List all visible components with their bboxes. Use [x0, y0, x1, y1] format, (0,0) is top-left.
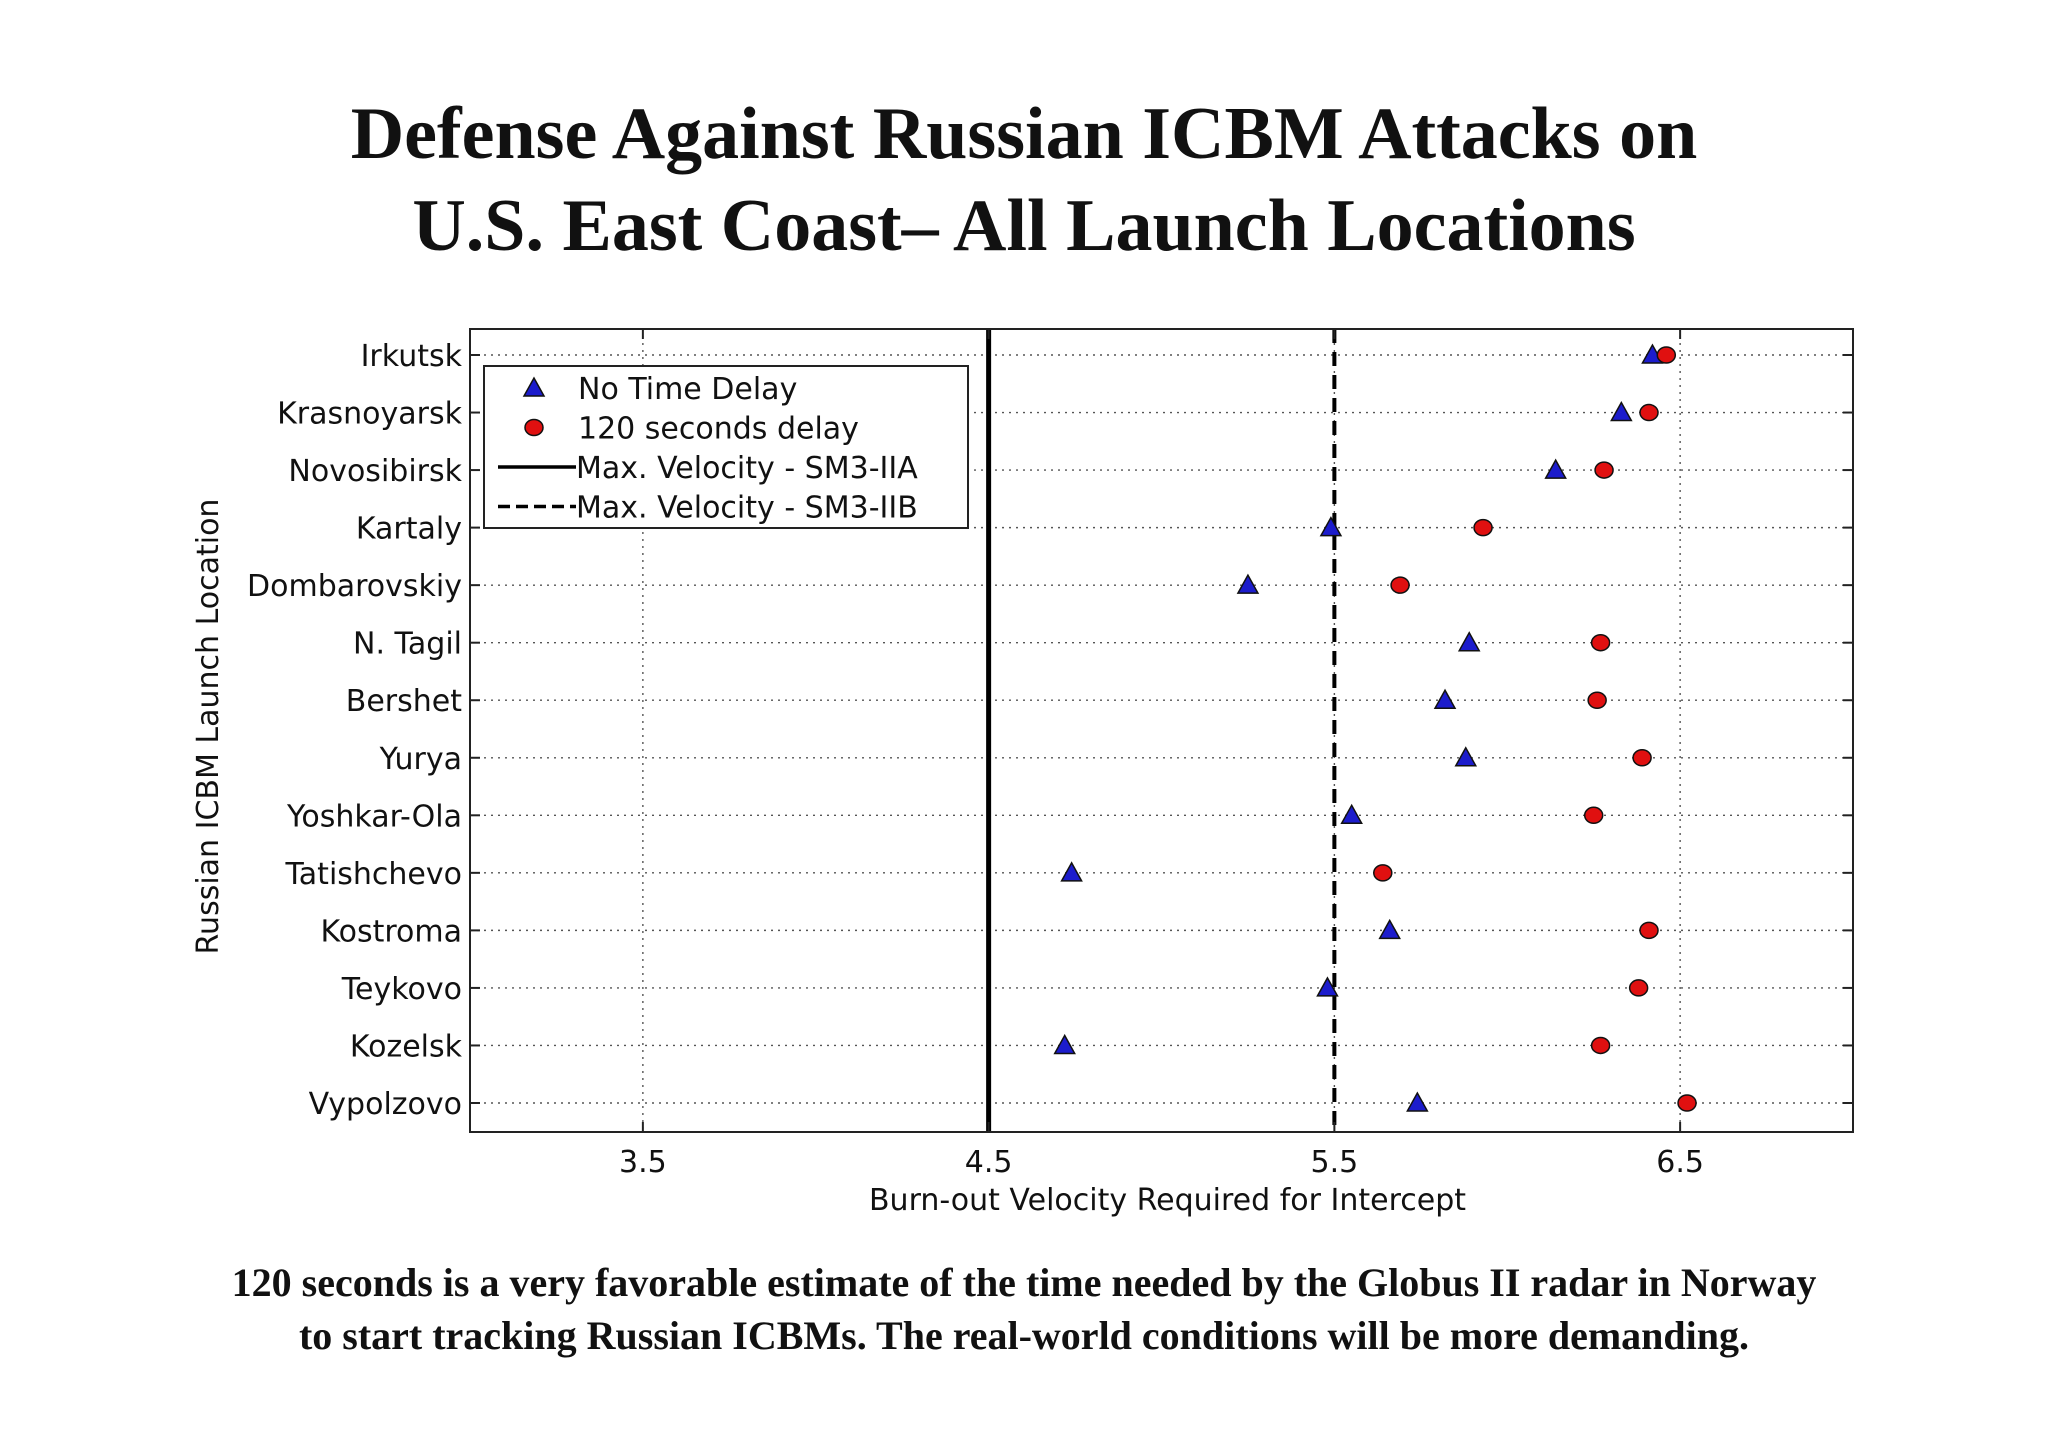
point-no-time-delay: [1319, 516, 1343, 537]
point-120-seconds-delay: [1632, 749, 1652, 767]
y-category-label: Dombarovskiy: [247, 569, 462, 604]
legend-label: 120 seconds delay: [578, 412, 859, 447]
y-category-label: Yurya: [379, 742, 462, 777]
point-no-time-delay: [1544, 458, 1567, 479]
point-120-seconds-delay: [1390, 576, 1410, 594]
x-tick-label: 6.5: [1656, 1145, 1704, 1180]
point-no-time-delay: [1454, 746, 1478, 767]
point-no-time-delay: [1340, 803, 1363, 825]
point-120-seconds-delay: [1583, 806, 1604, 825]
y-category-label: Novosibirsk: [288, 454, 462, 489]
y-category-label: Irkutsk: [361, 339, 463, 374]
title-line-2: U.S. East Coast– All Launch Locations: [412, 185, 1636, 267]
point-no-time-delay: [1610, 400, 1633, 422]
y-category-label: Kostroma: [320, 914, 462, 949]
y-category-label: Teykovo: [341, 972, 462, 1007]
legend-label: Max. Velocity - SM3-IIA: [576, 451, 918, 486]
point-no-time-delay: [1236, 573, 1260, 594]
legend-circle-icon: [524, 418, 544, 437]
chart-title: Defense Against Russian ICBM Attacks on …: [0, 88, 2048, 272]
y-category-label: N. Tagil: [353, 627, 462, 662]
y-category-labels: Irkutsk Krasnoyarsk Novosibirsk Kartaly Domb…: [247, 339, 463, 1122]
point-120-seconds-delay: [1590, 633, 1611, 652]
x-tick-label: 3.5: [619, 1145, 667, 1180]
point-120-seconds-delay: [1639, 921, 1659, 940]
x-axis-label: Burn-out Velocity Required for Intercept: [869, 1183, 1466, 1218]
point-120-seconds-delay: [1639, 403, 1659, 422]
x-tick-label: 5.5: [1311, 1145, 1359, 1180]
legend-triangle-icon: [522, 376, 546, 397]
y-axis-label: Russian ICBM Launch Location: [191, 499, 226, 955]
y-category-label: Vypolzovo: [309, 1087, 462, 1122]
point-120-seconds-delay: [1590, 1036, 1611, 1055]
plot-frame: [469, 328, 1854, 1133]
point-no-time-delay: [1433, 688, 1457, 709]
x-tick-labels: 3.5 4.5 5.5 6.5: [619, 1145, 1704, 1180]
point-no-time-delay: [1378, 918, 1401, 940]
caption-line-2: to start tracking Russian ICBMs. The rea…: [298, 1313, 1750, 1358]
point-no-time-delay: [1406, 1091, 1429, 1112]
point-no-time-delay: [1053, 1033, 1076, 1055]
point-120-seconds-delay: [1677, 1094, 1697, 1112]
caption: 120 seconds is a very favorable estimate…: [0, 1256, 2048, 1362]
caption-line-1: 120 seconds is a very favorable estimate…: [231, 1260, 1817, 1305]
legend-label: No Time Delay: [578, 372, 797, 407]
y-category-label: Yoshkar-Ola: [286, 799, 462, 834]
point-120-seconds-delay: [1373, 864, 1393, 882]
max-velocity-lines: [986, 329, 1337, 1132]
y-category-label: Kartaly: [356, 512, 462, 547]
point-no-time-delay: [1060, 861, 1083, 882]
point-no-time-delay: [1316, 976, 1339, 997]
data-points: [1053, 343, 1697, 1112]
y-category-label: Kozelsk: [350, 1029, 463, 1064]
legend: No Time Delay 120 seconds delay Max. Veloc…: [483, 365, 969, 529]
title-line-1: Defense Against Russian ICBM Attacks on: [350, 93, 1698, 175]
y-category-label: Bershet: [346, 684, 462, 719]
point-120-seconds-delay: [1594, 461, 1614, 479]
x-tick-label: 4.5: [965, 1145, 1013, 1180]
point-120-seconds-delay: [1628, 979, 1649, 997]
point-120-seconds-delay: [1656, 346, 1677, 364]
y-category-label: Krasnoyarsk: [277, 397, 462, 432]
legend-box: [483, 365, 969, 529]
axis-ticks: [470, 329, 1853, 1132]
point-120-seconds-delay: [1473, 518, 1493, 537]
legend-label: Max. Velocity - SM3-IIB: [576, 491, 918, 526]
point-120-seconds-delay: [1587, 691, 1607, 709]
point-no-time-delay: [1457, 631, 1481, 652]
y-category-label: Tatishchevo: [284, 857, 462, 892]
